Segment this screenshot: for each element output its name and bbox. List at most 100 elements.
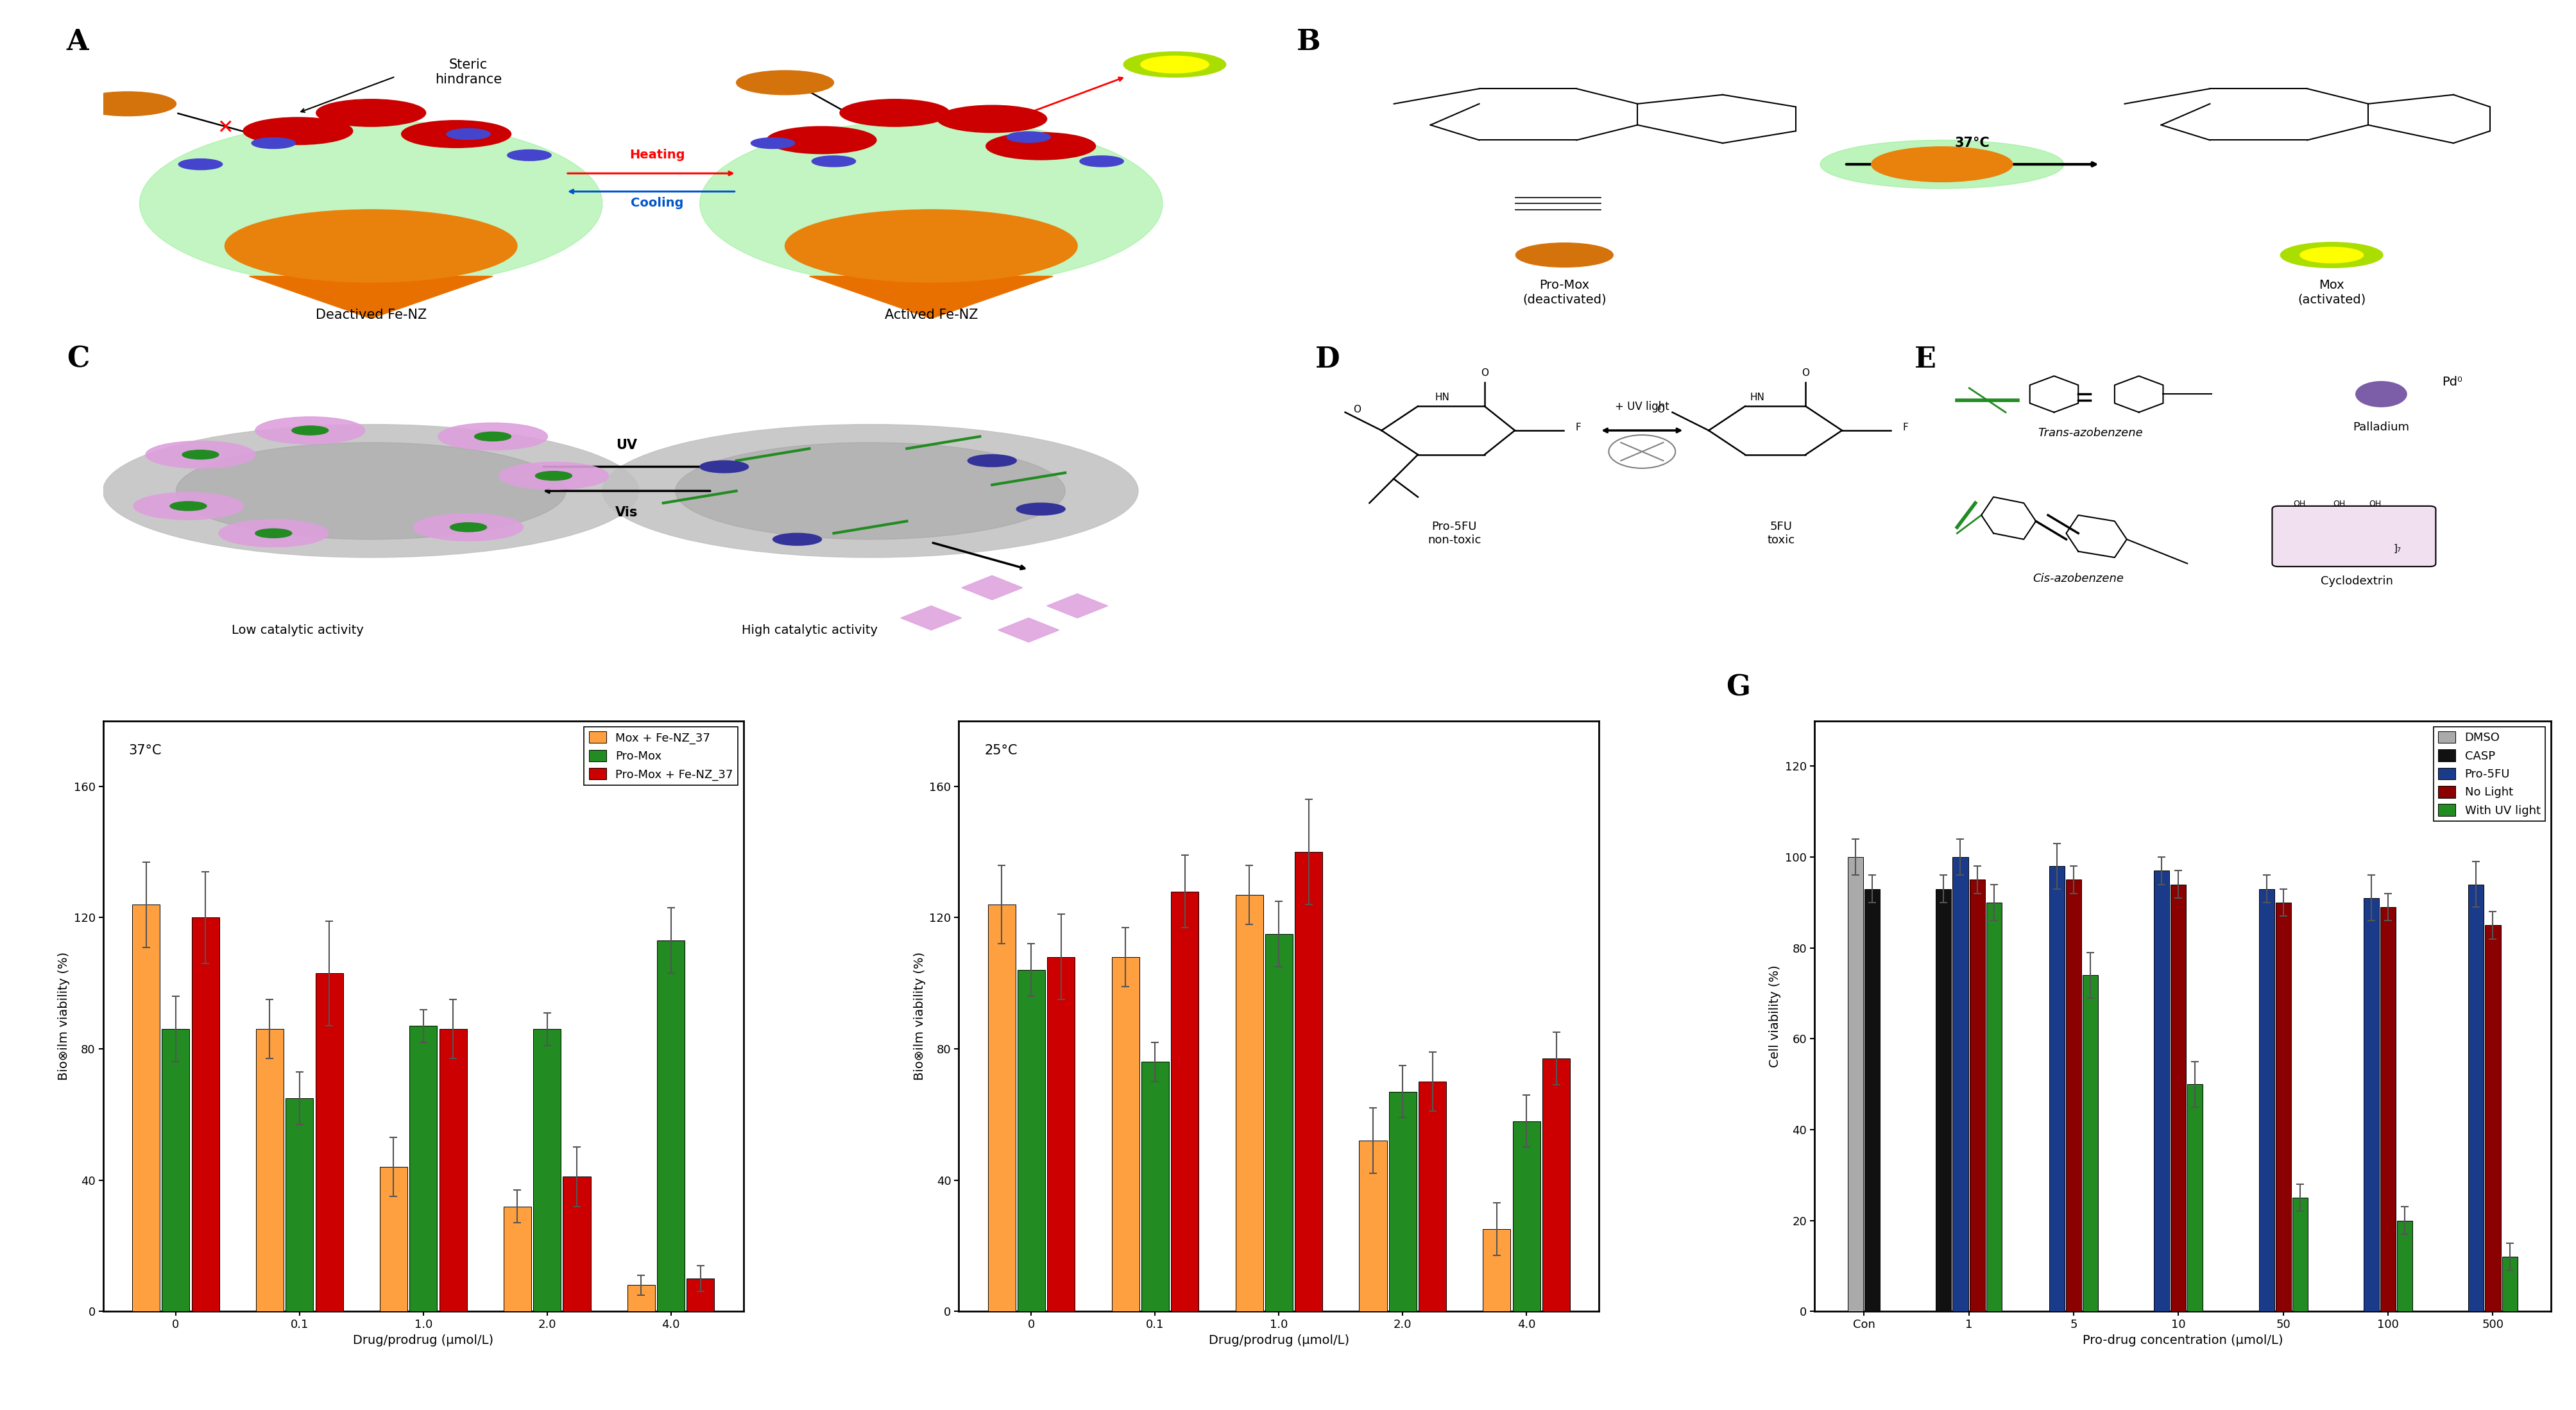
Bar <box>2396 1221 2411 1311</box>
Bar <box>2187 1084 2202 1311</box>
Circle shape <box>536 471 572 481</box>
Bar <box>502 1207 531 1311</box>
Ellipse shape <box>1819 140 2063 189</box>
Bar <box>1170 891 1198 1311</box>
Text: C: C <box>67 345 90 374</box>
Text: Pro-Mox
(deactivated): Pro-Mox (deactivated) <box>1522 279 1605 306</box>
Bar <box>162 1029 191 1311</box>
Bar <box>1847 857 1862 1311</box>
Text: OH: OH <box>2331 499 2344 508</box>
Bar <box>410 1026 438 1311</box>
Circle shape <box>737 70 835 94</box>
Circle shape <box>317 99 425 127</box>
Bar <box>2259 888 2275 1311</box>
Text: O: O <box>1656 405 1664 415</box>
Circle shape <box>1870 147 2012 182</box>
Ellipse shape <box>701 120 1162 286</box>
Bar <box>1265 933 1293 1311</box>
Circle shape <box>2280 243 2383 268</box>
Bar <box>2362 898 2378 1311</box>
Bar <box>1234 895 1262 1311</box>
Legend: DMSO, CASP, Pro-5FU, No Light, With UV light: DMSO, CASP, Pro-5FU, No Light, With UV l… <box>2432 726 2545 821</box>
Bar <box>1419 1081 1445 1311</box>
Text: HN: HN <box>1749 392 1765 402</box>
Circle shape <box>2300 247 2362 262</box>
Text: Trans-azobenzene: Trans-azobenzene <box>2038 427 2143 439</box>
Bar <box>2275 902 2290 1311</box>
Circle shape <box>170 502 206 510</box>
Text: Pro-5FU
non-toxic: Pro-5FU non-toxic <box>1427 522 1481 546</box>
Text: G: G <box>1726 674 1749 701</box>
Polygon shape <box>809 276 1054 319</box>
Text: Steric
hindrance: Steric hindrance <box>435 58 502 86</box>
Circle shape <box>242 117 353 145</box>
Bar <box>191 918 219 1311</box>
Bar <box>314 973 343 1311</box>
Bar <box>379 1167 407 1311</box>
Bar <box>131 905 160 1311</box>
Y-axis label: Cell viability (%): Cell viability (%) <box>1770 964 1780 1067</box>
Bar <box>1935 888 1950 1311</box>
Circle shape <box>1141 56 1208 73</box>
Circle shape <box>224 210 518 282</box>
Text: ✕: ✕ <box>216 118 232 137</box>
Circle shape <box>768 127 876 154</box>
Text: Cis-azobenzene: Cis-azobenzene <box>2032 572 2123 584</box>
Polygon shape <box>997 618 1059 642</box>
Bar <box>2501 1256 2517 1311</box>
Y-axis label: Bio⊗ilm viability (%): Bio⊗ilm viability (%) <box>914 952 925 1080</box>
Text: Low catalytic activity: Low catalytic activity <box>232 623 363 636</box>
Circle shape <box>80 92 175 116</box>
Bar <box>438 1029 466 1311</box>
Bar <box>1543 1059 1569 1311</box>
Bar <box>2169 884 2184 1311</box>
Circle shape <box>938 106 1046 133</box>
X-axis label: Drug/prodrug (μmol/L): Drug/prodrug (μmol/L) <box>353 1334 495 1347</box>
Bar <box>688 1279 714 1311</box>
Text: 25°C: 25°C <box>984 744 1018 757</box>
Text: B: B <box>1296 28 1321 56</box>
Circle shape <box>969 454 1015 467</box>
Text: 5FU
toxic: 5FU toxic <box>1767 522 1795 546</box>
Circle shape <box>1079 157 1123 166</box>
Circle shape <box>451 523 487 532</box>
X-axis label: Drug/prodrug (μmol/L): Drug/prodrug (μmol/L) <box>1208 1334 1350 1347</box>
Circle shape <box>786 210 1077 282</box>
Text: E: E <box>1914 345 1937 374</box>
Text: F: F <box>1574 423 1582 433</box>
Text: A: A <box>67 28 88 56</box>
Bar <box>987 905 1015 1311</box>
Circle shape <box>1007 131 1051 142</box>
Text: 37°C: 37°C <box>129 744 162 757</box>
Text: OH: OH <box>2293 499 2306 508</box>
Text: OH: OH <box>2367 499 2380 508</box>
Bar <box>1865 888 1880 1311</box>
Polygon shape <box>250 276 492 319</box>
Text: Vis: Vis <box>616 506 639 519</box>
Circle shape <box>1015 503 1064 515</box>
Circle shape <box>840 99 948 127</box>
Text: O: O <box>1481 368 1489 378</box>
Bar <box>1046 957 1074 1311</box>
Text: Actived Fe-NZ: Actived Fe-NZ <box>884 309 979 321</box>
Polygon shape <box>961 575 1023 599</box>
Text: Heating: Heating <box>629 148 685 161</box>
Circle shape <box>675 443 1064 539</box>
Bar <box>1141 1062 1170 1311</box>
Circle shape <box>255 417 366 444</box>
Text: D: D <box>1314 345 1340 374</box>
Circle shape <box>103 424 639 557</box>
Bar <box>1296 852 1321 1311</box>
Bar <box>562 1177 590 1311</box>
Circle shape <box>291 426 327 434</box>
Bar <box>533 1029 562 1311</box>
Bar <box>1968 880 1984 1311</box>
Text: Palladium: Palladium <box>2352 422 2409 433</box>
Circle shape <box>255 529 291 537</box>
Polygon shape <box>902 606 961 630</box>
Bar <box>2293 1197 2308 1311</box>
Circle shape <box>415 513 523 541</box>
Bar <box>1018 970 1046 1311</box>
Circle shape <box>987 133 1095 159</box>
Circle shape <box>773 533 822 546</box>
